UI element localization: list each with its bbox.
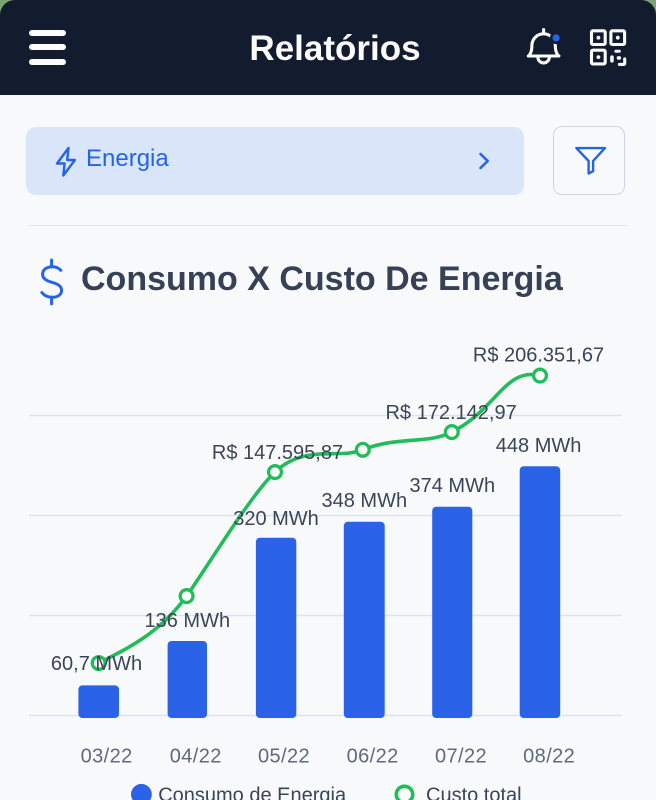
svg-text:R$ 206.351,67: R$ 206.351,67 bbox=[473, 345, 604, 367]
svg-text:R$ 147.595,87: R$ 147.595,87 bbox=[212, 442, 343, 464]
svg-text:Consumo de Energia: Consumo de Energia bbox=[158, 785, 347, 800]
svg-text:08/22: 08/22 bbox=[523, 745, 575, 767]
svg-text:06/22: 06/22 bbox=[347, 745, 399, 767]
svg-text:Custo total: Custo total bbox=[426, 785, 522, 800]
svg-text:60,7 MWh: 60,7 MWh bbox=[51, 653, 142, 675]
svg-text:348 MWh: 348 MWh bbox=[322, 490, 408, 512]
svg-text:07/22: 07/22 bbox=[435, 745, 487, 767]
svg-text:05/22: 05/22 bbox=[258, 745, 310, 767]
svg-text:374 MWh: 374 MWh bbox=[410, 475, 496, 497]
svg-text:448 MWh: 448 MWh bbox=[496, 435, 582, 457]
svg-text:R$ 172.142,97: R$ 172.142,97 bbox=[385, 402, 516, 424]
svg-text:04/22: 04/22 bbox=[170, 745, 222, 767]
svg-text:03/22: 03/22 bbox=[81, 745, 133, 767]
svg-text:136 MWh: 136 MWh bbox=[145, 610, 231, 632]
svg-text:320 MWh: 320 MWh bbox=[233, 508, 319, 530]
